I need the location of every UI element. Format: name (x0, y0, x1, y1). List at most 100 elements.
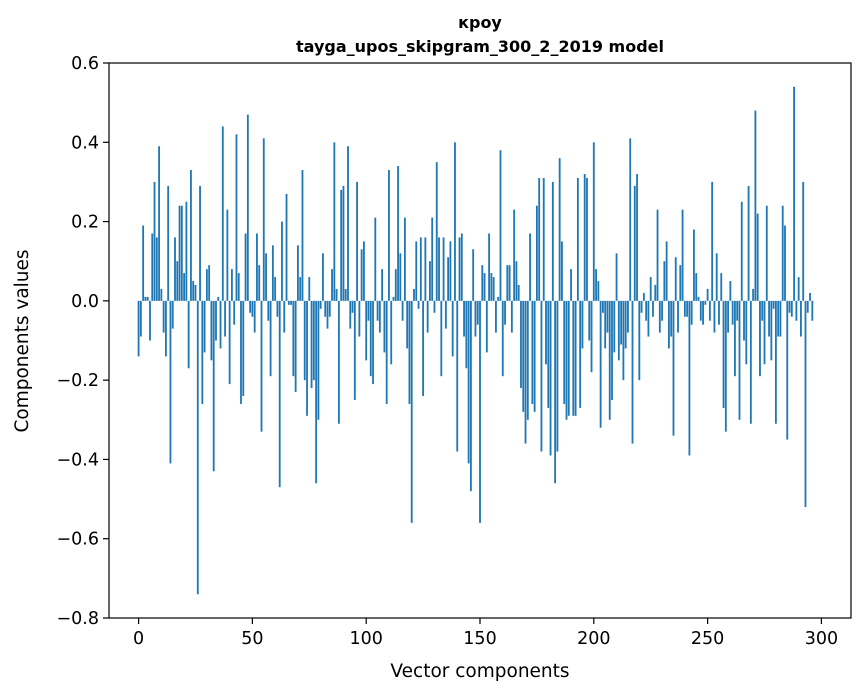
bar-component-199 (590, 300, 593, 373)
bar-component-236 (674, 257, 677, 301)
bar-component-39 (226, 209, 229, 301)
bar-component-106 (378, 300, 381, 333)
bar-component-244 (693, 229, 695, 301)
bar-component-77 (312, 300, 315, 381)
bar-component-209 (613, 300, 616, 353)
bar-component-240 (683, 300, 686, 317)
bar-component-4 (146, 296, 149, 301)
bar-component-140 (456, 300, 459, 452)
bar-component-3 (144, 296, 147, 301)
bar-component-157 (495, 300, 497, 333)
bar-component-262 (734, 300, 736, 377)
bar-component-46 (242, 300, 245, 396)
bar-component-252 (711, 181, 714, 301)
bar-component-172 (529, 233, 531, 301)
bar-component-284 (784, 225, 786, 301)
bar-component-293 (804, 300, 807, 507)
bar-component-200 (592, 142, 595, 301)
bar-component-232 (665, 241, 668, 301)
bar-component-164 (510, 300, 513, 333)
bar-component-82 (324, 300, 327, 317)
bar-component-20 (183, 273, 186, 301)
bar-component-177 (540, 300, 543, 452)
bar-component-224 (647, 300, 650, 337)
bar-component-189 (567, 300, 570, 416)
bar-component-254 (715, 253, 718, 301)
bar-component-186 (561, 241, 563, 301)
bar-component-18 (178, 205, 181, 301)
bar-component-0 (137, 300, 140, 357)
bar-component-55 (262, 138, 265, 301)
bar-component-277 (768, 300, 770, 337)
bar-component-91 (344, 288, 347, 301)
bar-component-213 (622, 300, 625, 381)
bar-component-64 (283, 300, 286, 333)
bar-component-266 (743, 300, 745, 341)
bar-component-152 (483, 273, 486, 301)
bar-component-267 (745, 300, 748, 365)
bar-component-62 (278, 300, 281, 488)
bar-component-174 (533, 300, 536, 412)
bar-component-245 (695, 273, 698, 301)
bar-component-264 (738, 300, 741, 420)
bar-component-181 (549, 300, 552, 456)
bar-component-25 (194, 285, 197, 301)
bar-component-133 (440, 300, 443, 377)
bar-component-67 (290, 300, 292, 305)
bar-component-33 (212, 300, 215, 472)
bar-component-287 (790, 300, 793, 317)
bar-component-108 (383, 300, 386, 353)
bar-component-103 (372, 300, 374, 385)
y-tick-label: 0.4 (71, 133, 99, 153)
bar-component-263 (736, 300, 739, 321)
bar-component-12 (164, 300, 167, 357)
bar-component-271 (754, 110, 757, 301)
bar-component-7 (153, 181, 156, 301)
bar-component-272 (756, 213, 759, 301)
x-tick-label: 250 (691, 629, 724, 649)
bar-component-153 (485, 300, 488, 353)
bar-component-202 (597, 281, 600, 301)
bar-component-201 (595, 269, 597, 301)
bar-component-127 (426, 300, 429, 333)
bar-component-229 (658, 300, 661, 333)
bar-component-170 (524, 300, 527, 444)
bar-component-233 (668, 300, 670, 349)
y-tick-label: 0.0 (71, 292, 99, 312)
bar-component-48 (246, 114, 249, 301)
bar-component-136 (447, 257, 450, 301)
bar-component-114 (397, 166, 399, 301)
bar-component-256 (720, 273, 723, 301)
bar-component-159 (499, 150, 502, 301)
bar-component-246 (697, 296, 700, 301)
bar-component-187 (563, 300, 566, 404)
bar-component-23 (190, 170, 192, 301)
bar-component-92 (347, 146, 349, 301)
bar-component-44 (237, 273, 240, 301)
bar-component-10 (160, 288, 163, 301)
bar-component-90 (342, 185, 345, 301)
bar-component-184 (556, 300, 559, 452)
bar-component-122 (415, 241, 418, 301)
bar-component-180 (547, 300, 550, 408)
bar-component-119 (408, 300, 411, 404)
bar-component-292 (802, 181, 805, 301)
bar-component-211 (617, 300, 620, 361)
bar-component-110 (388, 170, 390, 301)
bar-component-279 (772, 300, 775, 309)
bar-component-258 (724, 300, 727, 432)
bar-component-148 (474, 300, 477, 337)
x-tick-label: 150 (463, 629, 496, 649)
bar-component-137 (449, 241, 452, 301)
bar-component-6 (151, 233, 154, 301)
bar-component-208 (611, 300, 613, 400)
bar-component-130 (433, 300, 436, 313)
y-tick-label: −0.8 (57, 609, 100, 629)
bar-component-158 (497, 296, 500, 301)
bar-component-83 (326, 300, 329, 329)
bar-component-281 (777, 300, 780, 337)
bar-component-218 (633, 185, 636, 301)
bar-component-171 (526, 300, 529, 420)
bar-component-116 (401, 300, 404, 321)
x-tick-label: 300 (805, 629, 838, 649)
